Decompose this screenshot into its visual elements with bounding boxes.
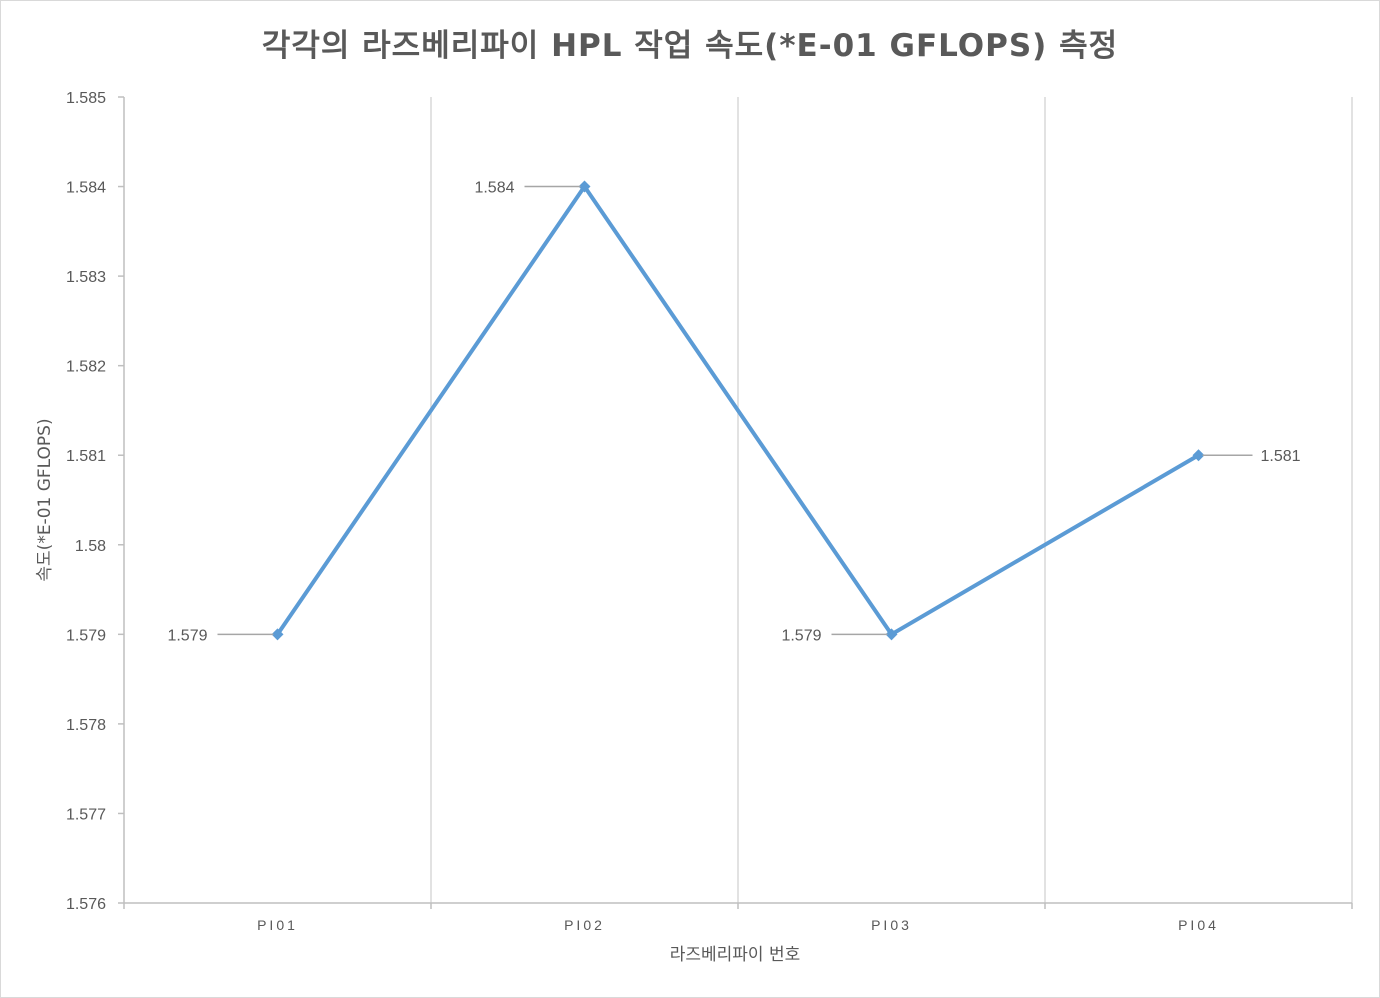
series-line: [275, 184, 1200, 637]
x-tick-label: PI03: [871, 917, 912, 933]
data-labels: 1.579 1.584 1.579 1.581: [167, 180, 1300, 645]
x-axis-label: 라즈베리파이 번호: [670, 945, 801, 965]
y-tick-label: 1.579: [66, 627, 106, 644]
y-tick-labels: 1.576 1.577 1.578 1.579 1.58 1.581 1.582 1.583 1…: [66, 90, 106, 913]
y-tick-label: 1.578: [66, 717, 106, 734]
data-label: 1.581: [1261, 448, 1301, 465]
data-point-marker: [1192, 449, 1205, 462]
x-tick-label: PI02: [564, 917, 605, 933]
x-tick-label: PI01: [257, 917, 298, 933]
y-axis-label: 속도(*E-01 GFLOPS): [35, 418, 55, 581]
series-group: [271, 180, 1205, 641]
y-tick-label: 1.582: [66, 359, 106, 376]
y-tick-label: 1.58: [75, 538, 106, 555]
data-point-marker: [885, 628, 898, 641]
data-label: 1.584: [474, 180, 514, 197]
chart-title: 각각의 라즈베리파이 HPL 작업 속도(*E-01 GFLOPS) 측정: [262, 28, 1118, 64]
x-tick-label: PI04: [1178, 917, 1219, 933]
y-tick-label: 1.577: [66, 806, 106, 823]
data-point-marker: [578, 180, 591, 193]
y-tick-label: 1.581: [66, 448, 106, 465]
x-tick-labels: PI01 PI02 PI03 PI04: [257, 917, 1219, 933]
y-tick-label: 1.585: [66, 90, 106, 107]
y-tick-label: 1.576: [66, 896, 106, 913]
y-tick-label: 1.583: [66, 269, 106, 286]
y-tick-label: 1.584: [66, 180, 106, 197]
data-label: 1.579: [781, 627, 821, 644]
axes: [118, 96, 1353, 909]
data-point-marker: [271, 628, 284, 641]
data-label: 1.579: [167, 627, 207, 644]
grid-lines: [430, 97, 1353, 903]
